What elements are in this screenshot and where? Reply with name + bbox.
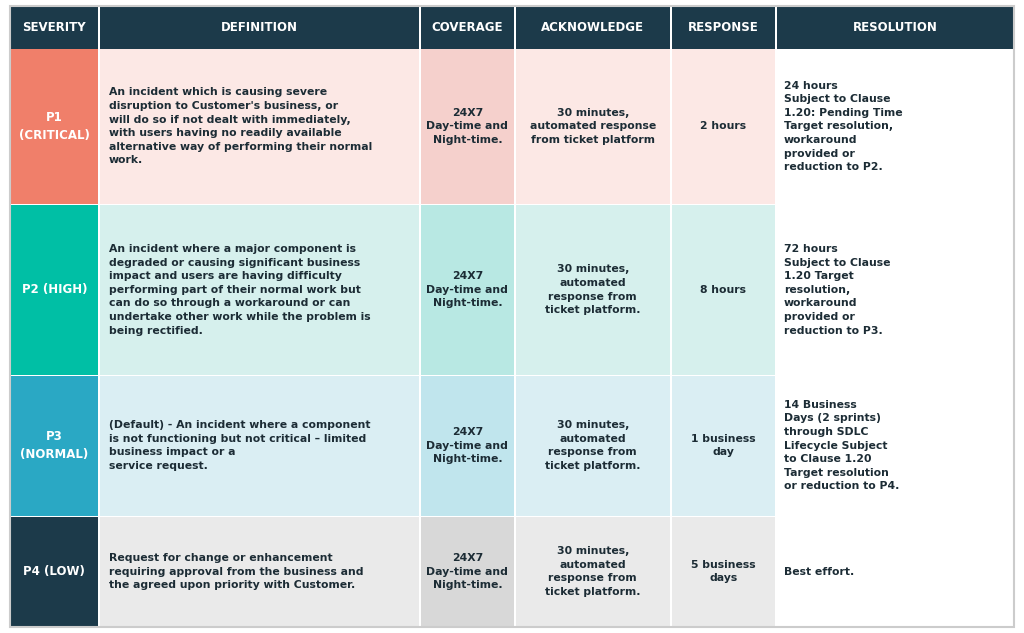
Bar <box>11 375 97 517</box>
Text: Best effort.: Best effort. <box>784 567 854 577</box>
Bar <box>672 205 775 375</box>
Text: SEVERITY: SEVERITY <box>23 21 86 34</box>
Text: An incident where a major component is
degraded or causing significant business
: An incident where a major component is d… <box>109 244 371 335</box>
Bar <box>11 49 97 204</box>
Bar <box>11 6 97 49</box>
Bar <box>421 49 514 204</box>
Bar <box>516 49 670 204</box>
Text: ACKNOWLEDGE: ACKNOWLEDGE <box>542 21 644 34</box>
Text: 24X7
Day-time and
Night-time.: 24X7 Day-time and Night-time. <box>426 271 508 308</box>
Text: 24X7
Day-time and
Night-time.: 24X7 Day-time and Night-time. <box>426 427 508 464</box>
Bar <box>672 375 775 517</box>
Bar <box>777 517 1014 627</box>
Bar <box>777 6 1013 49</box>
Bar <box>99 6 419 49</box>
Bar <box>11 205 97 375</box>
Bar <box>516 6 670 49</box>
Bar <box>11 517 97 627</box>
Bar <box>672 517 775 627</box>
Text: DEFINITION: DEFINITION <box>220 21 298 34</box>
Bar <box>777 375 1014 517</box>
Text: 30 minutes,
automated response
from ticket platform: 30 minutes, automated response from tick… <box>529 108 656 145</box>
Text: P2 (HIGH): P2 (HIGH) <box>22 283 87 296</box>
Bar <box>516 375 670 517</box>
Text: Request for change or enhancement
requiring approval from the business and
the a: Request for change or enhancement requir… <box>109 553 364 590</box>
Text: 30 minutes,
automated
response from
ticket platform.: 30 minutes, automated response from tick… <box>545 546 641 597</box>
Bar <box>672 6 775 49</box>
Text: 5 business
days: 5 business days <box>691 560 756 584</box>
Text: RESPONSE: RESPONSE <box>688 21 759 34</box>
Bar <box>516 205 670 375</box>
Text: 1 business
day: 1 business day <box>691 434 756 458</box>
Text: (Default) - An incident where a component
is not functioning but not critical – : (Default) - An incident where a componen… <box>109 420 370 471</box>
Text: 24X7
Day-time and
Night-time.: 24X7 Day-time and Night-time. <box>426 553 508 590</box>
Text: 24 hours
Subject to Clause
1.20: Pending Time
Target resolution,
workaround
prov: 24 hours Subject to Clause 1.20: Pending… <box>784 80 902 172</box>
Text: P3
(NORMAL): P3 (NORMAL) <box>20 430 88 461</box>
Text: 2 hours: 2 hours <box>700 122 746 132</box>
Text: P1
(CRITICAL): P1 (CRITICAL) <box>19 111 90 142</box>
Bar <box>421 6 514 49</box>
Text: 14 Business
Days (2 sprints)
through SDLC
Lifecycle Subject
to Clause 1.20
Targe: 14 Business Days (2 sprints) through SDL… <box>784 400 899 491</box>
Bar <box>516 517 670 627</box>
Bar <box>99 517 419 627</box>
Bar <box>421 375 514 517</box>
Text: COVERAGE: COVERAGE <box>431 21 503 34</box>
Bar <box>99 205 419 375</box>
Text: 72 hours
Subject to Clause
1.20 Target
resolution,
workaround
provided or
reduct: 72 hours Subject to Clause 1.20 Target r… <box>784 244 891 335</box>
Bar <box>99 49 419 204</box>
Bar <box>672 49 775 204</box>
Bar <box>99 375 419 517</box>
Text: P4 (LOW): P4 (LOW) <box>24 565 85 578</box>
Bar <box>421 517 514 627</box>
Text: 30 minutes,
automated
response from
ticket platform.: 30 minutes, automated response from tick… <box>545 265 641 315</box>
Bar <box>421 205 514 375</box>
Text: RESOLUTION: RESOLUTION <box>852 21 937 34</box>
Bar <box>777 49 1014 204</box>
Text: 24X7
Day-time and
Night-time.: 24X7 Day-time and Night-time. <box>426 108 508 145</box>
Text: An incident which is causing severe
disruption to Customer's business, or
will d: An incident which is causing severe disr… <box>109 87 372 165</box>
Text: 8 hours: 8 hours <box>700 285 746 295</box>
Bar <box>777 205 1014 375</box>
Text: 30 minutes,
automated
response from
ticket platform.: 30 minutes, automated response from tick… <box>545 420 641 471</box>
